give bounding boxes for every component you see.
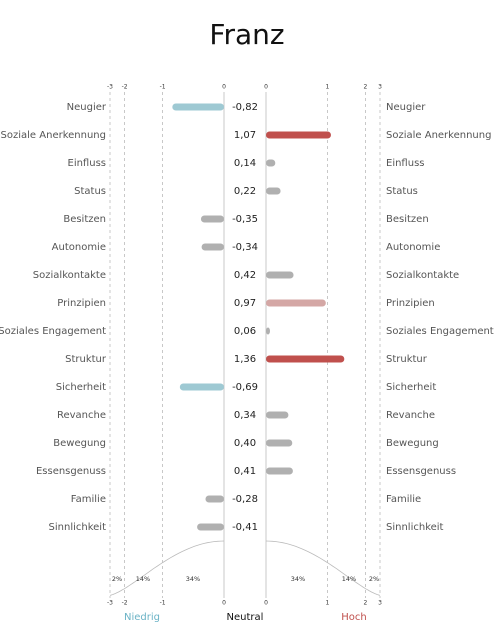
x-tick-label-bottom: -3: [107, 600, 113, 607]
neutral-label: Neutral: [227, 612, 264, 623]
distribution-curve: [265, 540, 381, 596]
category-label-left: Soziale Anerkennung: [1, 130, 106, 141]
x-tick-label-top: -2: [122, 84, 128, 91]
category-label-left: Sozialkontakte: [33, 270, 106, 281]
category-label-left: Revanche: [57, 410, 106, 421]
percentage-label: 34%: [186, 575, 200, 583]
bar: [266, 187, 281, 195]
category-label-right: Status: [386, 186, 418, 197]
x-tick-label-bottom: -1: [160, 600, 166, 607]
value-label: 0,97: [234, 298, 256, 309]
x-tick-label-top: 2: [364, 84, 368, 91]
category-label-right: Prinzipien: [386, 298, 435, 309]
bar: [201, 243, 224, 251]
category-label-left: Soziales Engagement: [0, 326, 106, 337]
percentage-label: 14%: [136, 575, 150, 583]
category-label-right: Soziales Engagement: [386, 326, 494, 337]
bar: [266, 271, 294, 279]
x-tick-label-top: 1: [326, 84, 330, 91]
value-label: 0,14: [234, 158, 256, 169]
x-tick-label-bottom: 2: [364, 600, 368, 607]
x-tick-label-top: 3: [378, 84, 382, 91]
category-label-left: Autonomie: [52, 242, 106, 253]
category-label-right: Essensgenuss: [386, 466, 456, 477]
x-tick-label-top: -1: [160, 84, 166, 91]
category-label-right: Revanche: [386, 410, 435, 421]
x-tick-label-bottom: 3: [378, 600, 382, 607]
value-label: -0,28: [232, 494, 258, 505]
value-label: 0,40: [234, 438, 256, 449]
category-label-right: Sozialkontakte: [386, 270, 459, 281]
value-label: 1,36: [234, 354, 256, 365]
category-label-left: Sicherheit: [56, 382, 106, 393]
value-label: -0,35: [232, 214, 258, 225]
bar: [266, 327, 270, 335]
value-label: -0,41: [232, 522, 258, 533]
category-label-right: Besitzen: [386, 214, 429, 225]
x-tick-label-bottom: -2: [122, 600, 128, 607]
x-tick-label-top: 0: [264, 84, 268, 91]
percentage-label: 34%: [291, 575, 305, 583]
value-label: 0,22: [234, 186, 256, 197]
category-label-right: Neugier: [386, 102, 426, 113]
x-tick-label-bottom: 0: [222, 600, 226, 607]
x-tick-label-top: 0: [222, 84, 226, 91]
x-tick-label-bottom: 1: [326, 600, 330, 607]
category-label-left: Einfluss: [68, 158, 107, 169]
category-label-left: Neugier: [67, 102, 107, 113]
value-label: -0,82: [232, 102, 258, 113]
value-label: 0,34: [234, 410, 256, 421]
high-label: Hoch: [341, 612, 366, 623]
x-tick-label-top: -3: [107, 84, 113, 91]
category-label-left: Struktur: [65, 354, 107, 365]
category-label-right: Sinnlichkeit: [386, 522, 444, 533]
value-label: 1,07: [234, 130, 256, 141]
category-label-right: Sicherheit: [386, 382, 436, 393]
chart-title: Franz: [209, 18, 284, 51]
category-label-left: Status: [74, 186, 106, 197]
category-label-right: Bewegung: [386, 438, 439, 449]
category-label-left: Prinzipien: [57, 298, 106, 309]
value-label: -0,34: [232, 242, 258, 253]
bar: [266, 355, 345, 363]
category-label-right: Struktur: [386, 354, 428, 365]
value-label: 0,42: [234, 270, 256, 281]
low-label: Niedrig: [124, 612, 160, 623]
value-label: 0,41: [234, 466, 256, 477]
percentage-label: 2%: [369, 575, 379, 583]
bar: [205, 495, 224, 503]
category-label-right: Autonomie: [386, 242, 440, 253]
category-label-left: Besitzen: [63, 214, 106, 225]
bar: [266, 299, 326, 307]
bar: [266, 131, 331, 139]
category-label-left: Essensgenuss: [36, 466, 106, 477]
bar: [266, 159, 276, 167]
bar: [266, 439, 293, 447]
x-tick-label-bottom: 0: [264, 600, 268, 607]
bar: [172, 103, 224, 111]
bar: [200, 215, 224, 223]
category-label-left: Bewegung: [53, 438, 106, 449]
category-label-left: Familie: [71, 494, 106, 505]
bar: [266, 411, 289, 419]
category-label-right: Soziale Anerkennung: [386, 130, 491, 141]
bar: [197, 523, 224, 531]
value-label: 0,06: [234, 326, 256, 337]
category-label-right: Einfluss: [386, 158, 425, 169]
percentage-label: 14%: [342, 575, 356, 583]
category-label-left: Sinnlichkeit: [49, 522, 107, 533]
value-label: -0,69: [232, 382, 258, 393]
distribution-curve: [109, 540, 225, 596]
percentage-label: 2%: [112, 575, 122, 583]
category-label-right: Familie: [386, 494, 421, 505]
bar: [179, 383, 224, 391]
bar: [266, 467, 293, 475]
